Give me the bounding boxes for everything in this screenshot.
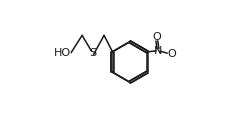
Text: O: O: [168, 49, 176, 59]
Text: HO: HO: [53, 48, 71, 58]
Text: N: N: [154, 46, 162, 56]
Text: S: S: [89, 48, 96, 58]
Text: O: O: [152, 32, 161, 42]
